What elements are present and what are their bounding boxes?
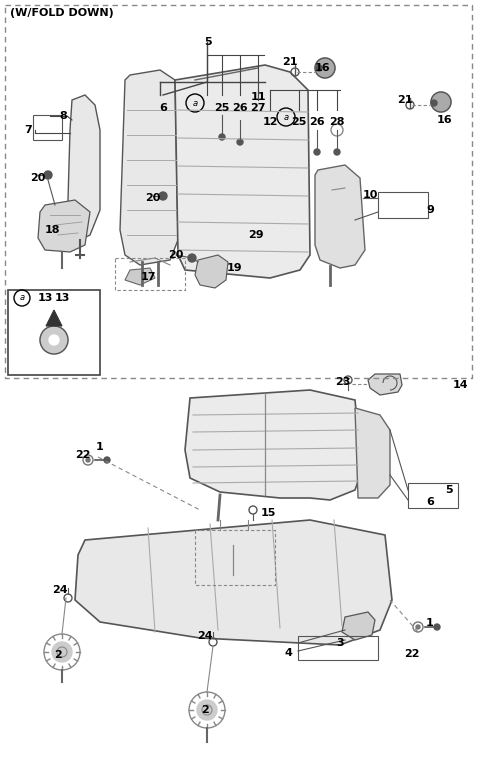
Polygon shape <box>125 268 155 285</box>
Text: 24: 24 <box>197 631 213 641</box>
Circle shape <box>315 58 335 78</box>
Text: 28: 28 <box>329 117 345 127</box>
Text: 1: 1 <box>426 618 434 628</box>
Text: a: a <box>192 98 198 107</box>
Polygon shape <box>355 408 390 498</box>
Circle shape <box>219 134 225 140</box>
Polygon shape <box>8 290 100 375</box>
Text: 21: 21 <box>282 57 298 67</box>
Text: 16: 16 <box>437 115 453 125</box>
Circle shape <box>197 700 217 720</box>
Text: 16: 16 <box>314 63 330 73</box>
Circle shape <box>40 326 68 354</box>
Circle shape <box>44 171 52 179</box>
Circle shape <box>237 139 243 145</box>
Circle shape <box>86 458 90 462</box>
Polygon shape <box>38 200 90 252</box>
Text: 1: 1 <box>96 442 104 452</box>
Text: 12: 12 <box>262 117 278 127</box>
Text: (W/FOLD DOWN): (W/FOLD DOWN) <box>10 8 114 18</box>
Text: 13: 13 <box>54 293 70 303</box>
Text: 6: 6 <box>159 103 167 113</box>
Text: 24: 24 <box>52 585 68 595</box>
Text: 2: 2 <box>54 650 62 660</box>
Text: 20: 20 <box>168 250 184 260</box>
Circle shape <box>431 92 451 112</box>
Text: 10: 10 <box>362 190 378 200</box>
Text: 20: 20 <box>145 193 161 203</box>
Text: 15: 15 <box>260 508 276 518</box>
Polygon shape <box>75 520 392 645</box>
Polygon shape <box>368 374 402 395</box>
Circle shape <box>104 457 110 463</box>
Text: 8: 8 <box>59 111 67 121</box>
Text: 26: 26 <box>232 103 248 113</box>
Polygon shape <box>315 165 365 268</box>
Circle shape <box>159 192 167 200</box>
Circle shape <box>49 335 59 345</box>
Text: 29: 29 <box>248 230 264 240</box>
Text: 20: 20 <box>30 173 46 183</box>
Circle shape <box>188 254 196 262</box>
Text: 19: 19 <box>227 263 243 273</box>
Text: 2: 2 <box>201 705 209 715</box>
Text: 14: 14 <box>452 380 468 390</box>
Text: a: a <box>19 294 24 303</box>
Text: a: a <box>283 113 288 122</box>
Polygon shape <box>68 95 100 240</box>
Text: 17: 17 <box>140 272 156 282</box>
Text: 18: 18 <box>44 225 60 235</box>
Circle shape <box>416 625 420 629</box>
Circle shape <box>314 149 320 155</box>
Polygon shape <box>120 70 178 265</box>
Text: 7: 7 <box>24 125 32 135</box>
Text: 25: 25 <box>291 117 307 127</box>
Text: 5: 5 <box>445 485 453 495</box>
Text: 23: 23 <box>336 377 351 387</box>
Text: 6: 6 <box>426 497 434 507</box>
Text: 22: 22 <box>404 649 420 659</box>
Circle shape <box>334 149 340 155</box>
Circle shape <box>434 624 440 630</box>
Text: 27: 27 <box>250 103 266 113</box>
Text: 9: 9 <box>426 205 434 215</box>
Polygon shape <box>46 310 62 326</box>
Circle shape <box>52 642 72 662</box>
Circle shape <box>316 65 322 71</box>
Text: 26: 26 <box>309 117 325 127</box>
Text: 22: 22 <box>75 450 91 460</box>
Polygon shape <box>195 255 228 288</box>
Text: 13: 13 <box>38 293 53 303</box>
Text: 3: 3 <box>336 638 344 648</box>
Text: 21: 21 <box>397 95 413 105</box>
Text: 4: 4 <box>284 648 292 658</box>
Polygon shape <box>342 612 375 640</box>
Text: 25: 25 <box>214 103 230 113</box>
Text: 5: 5 <box>204 37 212 47</box>
Text: 11: 11 <box>250 92 266 102</box>
Circle shape <box>431 100 437 106</box>
Polygon shape <box>175 65 310 278</box>
Polygon shape <box>185 390 362 500</box>
